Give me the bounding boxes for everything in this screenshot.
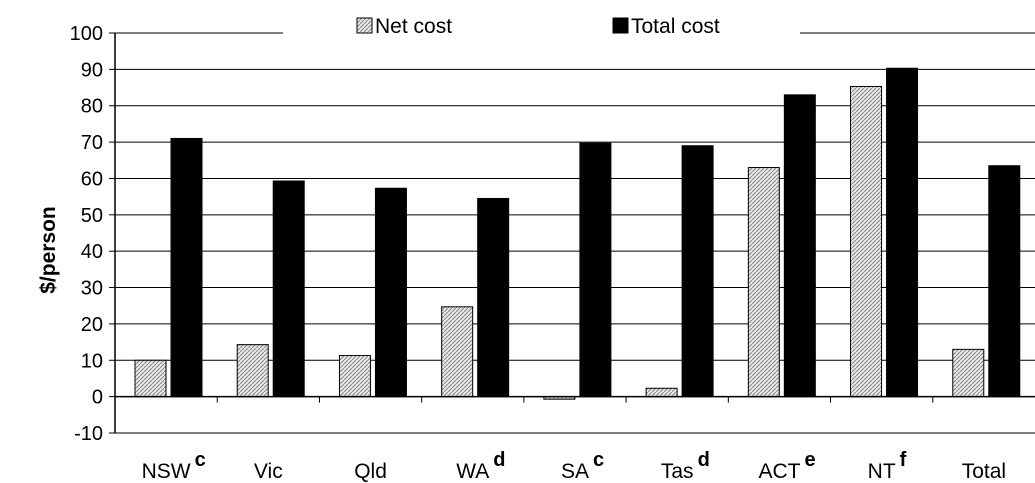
y-axis-title: $/person	[37, 206, 60, 294]
y-tick-label: 100	[70, 23, 103, 45]
bar-net-cost-tas	[645, 387, 678, 398]
x-tick-label: WA	[456, 460, 489, 483]
y-ticks: -10 0 10 20 30 40 50 60 70 80 90 100	[70, 23, 115, 445]
x-tick-label: Vic	[254, 460, 283, 483]
y-tick-label: 90	[81, 59, 103, 81]
bar-total-cost-qld	[374, 187, 407, 398]
x-tick-label: ACT	[758, 460, 800, 483]
bar-net-cost-act	[747, 167, 780, 398]
bar-total-cost-nt	[886, 67, 919, 398]
bar-net-cost-qld	[338, 355, 371, 398]
bar-net-cost-vic	[236, 344, 269, 398]
y-tick-label: 0	[92, 387, 103, 409]
legend-label-net-cost: Net cost	[375, 15, 452, 38]
legend: Net cost Total cost	[283, 10, 800, 46]
axes	[114, 33, 1035, 433]
y-tick-label: 10	[81, 350, 103, 372]
y-tick-label: 50	[81, 205, 103, 227]
x-tick-label: SA	[561, 460, 589, 483]
x-tick-note: d	[698, 449, 710, 471]
x-tick-note: c	[593, 449, 604, 471]
bar-total-cost-sa	[579, 142, 612, 398]
bar-total-cost-act	[783, 94, 816, 398]
legend-swatch-net-cost	[356, 17, 373, 34]
bars	[134, 67, 1021, 400]
bar-net-cost-wa	[441, 306, 474, 398]
x-tick-label: NSW	[142, 460, 191, 483]
y-tick-label: 20	[81, 314, 103, 336]
x-tick-label: Tas	[661, 460, 694, 483]
y-tick-label: -10	[74, 423, 103, 445]
x-labels: NSW c Vic Qld WA d SA c Tas d ACT e NT f Total	[142, 449, 1006, 483]
y-tick-label: 40	[81, 241, 103, 263]
y-tick-label: 60	[81, 168, 103, 190]
bar-total-cost-wa	[477, 197, 510, 398]
x-tick-note: d	[493, 449, 505, 471]
bar-total-cost-tas	[681, 145, 714, 398]
x-tick-label: NT	[868, 460, 896, 483]
bar-total-cost-vic	[272, 180, 305, 398]
legend-label-total-cost: Total cost	[631, 15, 720, 38]
x-tick-label: Qld	[354, 460, 387, 483]
x-tick-label: Total	[962, 460, 1006, 483]
y-tick-label: 70	[81, 132, 103, 154]
bar-net-cost-nt	[850, 85, 883, 398]
bar-total-cost-total	[988, 165, 1021, 398]
bar-net-cost-nsw	[134, 359, 167, 398]
bar-total-cost-nsw	[170, 137, 203, 398]
x-tick-note: c	[195, 449, 206, 471]
bar-net-cost-total	[952, 348, 985, 398]
y-axis-title-group: $/person	[37, 206, 60, 294]
y-tick-label: 80	[81, 96, 103, 118]
x-tick-note: f	[900, 449, 907, 471]
legend-swatch-total-cost	[612, 17, 629, 34]
y-tick-label: 30	[81, 278, 103, 300]
x-tick-note: e	[804, 449, 815, 471]
